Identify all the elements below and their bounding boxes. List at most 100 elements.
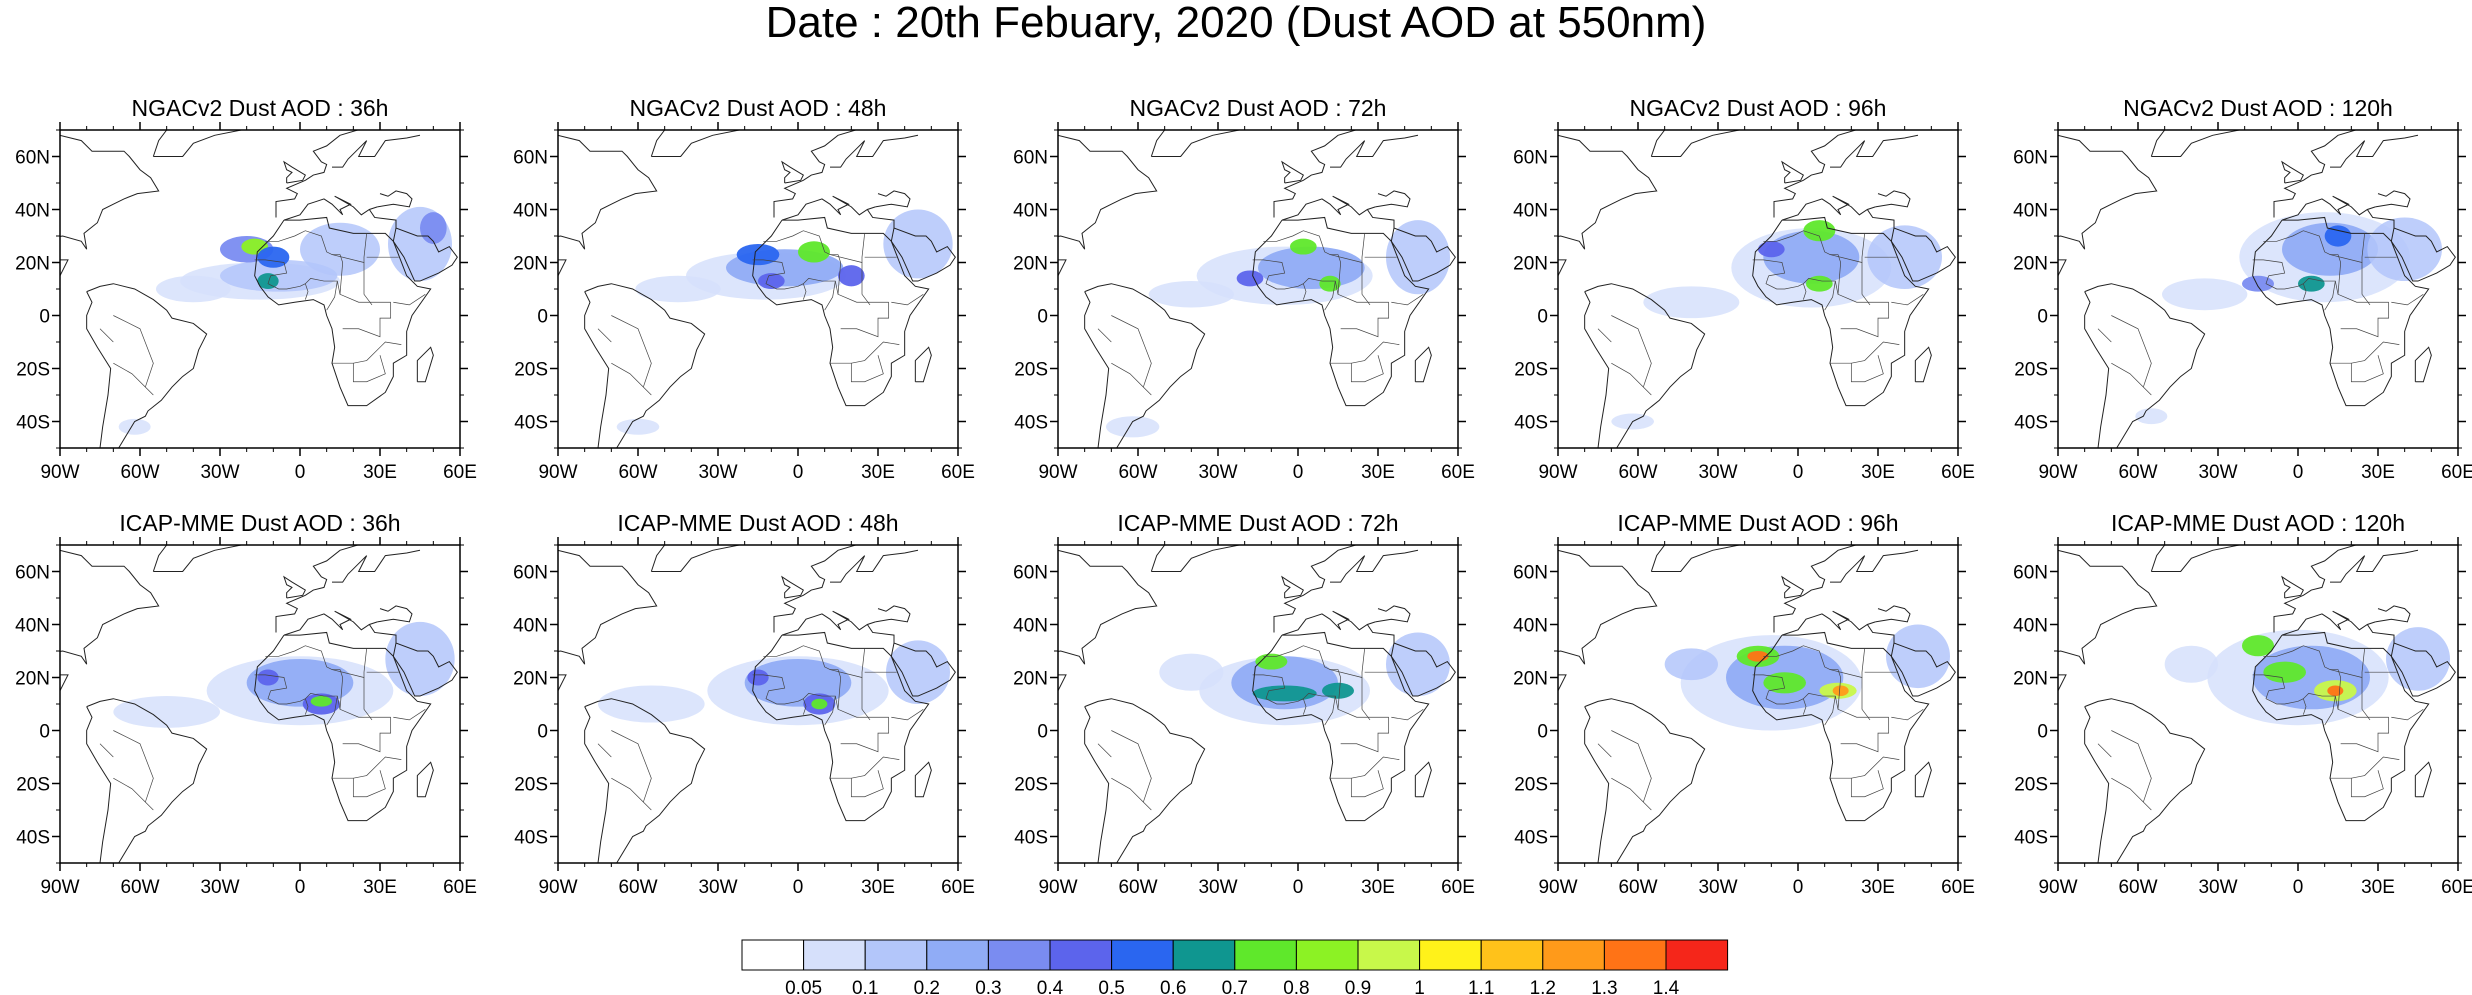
aod-field <box>1058 545 1458 863</box>
coastline <box>254 216 432 407</box>
dust-plume <box>1806 275 1833 292</box>
country-border <box>332 254 344 295</box>
country-border <box>830 669 842 710</box>
dust-plume <box>598 685 705 723</box>
lat-tick-label: 0 <box>1037 307 1048 328</box>
dust-plume <box>257 246 290 268</box>
panel-title: ICAP-MME Dust AOD : 72h <box>1117 510 1398 536</box>
country-border <box>1597 328 1612 343</box>
country-border <box>2361 262 2371 306</box>
lon-tick-label: 30E <box>861 462 895 483</box>
lon-tick-label: 90W <box>2038 462 2077 483</box>
dust-plume <box>2242 275 2274 292</box>
lon-tick-label: 0 <box>1793 877 1804 898</box>
lat-tick-label: 40S <box>514 828 548 849</box>
country-border <box>1330 341 1400 364</box>
colorbar-label: 1.3 <box>1591 978 1617 995</box>
dust-plume <box>1643 286 1740 319</box>
lat-tick-label: 40N <box>1013 201 1048 222</box>
country-border <box>2111 777 2152 811</box>
lat-tick-label: 0 <box>39 722 50 743</box>
panel-title: ICAP-MME Dust AOD : 120h <box>2111 510 2405 536</box>
country-border <box>2340 717 2390 753</box>
country-border <box>1763 230 1866 263</box>
coastline <box>2414 346 2432 383</box>
coastline <box>2390 642 2456 697</box>
country-border <box>2330 254 2342 295</box>
map-panel: ICAP-MME Dust AOD : 72h 90W 60W 30W 0 30E 60E 6… <box>1013 510 1475 898</box>
lat-tick-label: 20S <box>2014 775 2048 796</box>
country-border <box>393 709 426 721</box>
coastline <box>1375 190 1411 208</box>
country-border <box>2097 743 2112 758</box>
lat-tick-label: 40N <box>15 201 50 222</box>
country-border <box>611 730 652 803</box>
lon-tick-label: 90W <box>1038 877 1077 898</box>
country-border <box>1861 677 1871 721</box>
country-border <box>1830 756 1900 779</box>
dust-plume <box>1148 281 1235 308</box>
aod-field <box>1058 130 1458 448</box>
coastline <box>1366 209 1395 229</box>
panel-title: NGACv2 Dust AOD : 36h <box>132 95 389 121</box>
country-border <box>342 717 392 753</box>
coastline <box>332 549 421 583</box>
coastline <box>1773 545 1878 633</box>
country-border <box>2350 770 2384 798</box>
lon-tick-label: 60E <box>1941 462 1975 483</box>
country-border <box>840 302 890 338</box>
country-border <box>1752 674 1786 692</box>
lat-tick-label: 60N <box>513 563 548 584</box>
coastline <box>752 216 930 407</box>
lat-tick-label: 20S <box>16 360 50 381</box>
dust-plume <box>118 418 151 435</box>
lat-tick-label: 20S <box>16 775 50 796</box>
coastline <box>1752 631 1930 822</box>
country-border <box>1361 677 1371 721</box>
coastline <box>2281 160 2304 184</box>
dust-plume <box>1386 220 1450 295</box>
colorbar-swatch <box>1234 939 1297 971</box>
coastline <box>1830 134 1919 168</box>
lon-tick-label: 60E <box>443 462 477 483</box>
dust-plume <box>883 209 953 279</box>
lat-tick-label: 60N <box>2013 563 2048 584</box>
coastline <box>152 130 242 157</box>
dust-plume <box>1319 275 1341 292</box>
country-border <box>1752 259 1786 277</box>
coastline <box>781 195 876 221</box>
coastline <box>650 130 740 157</box>
lon-tick-label: 60E <box>2441 877 2472 898</box>
lat-tick-label: 20N <box>1513 254 1548 275</box>
lat-tick-label: 60N <box>15 148 50 169</box>
lat-tick-label: 40S <box>16 413 50 434</box>
coastline <box>2150 545 2240 572</box>
country-border <box>840 717 890 753</box>
lon-tick-label: 30W <box>698 877 737 898</box>
lon-tick-label: 60E <box>941 462 975 483</box>
country-border <box>1111 730 1152 803</box>
coastline <box>1084 283 1206 448</box>
country-border <box>830 756 900 779</box>
country-border <box>2111 315 2152 388</box>
coastline <box>392 227 458 282</box>
coastline <box>1281 610 1376 636</box>
lat-tick-label: 60N <box>1513 563 1548 584</box>
coastline <box>392 642 458 697</box>
map-panel: ICAP-MME Dust AOD : 48h 90W 60W 30W 0 30E 60E 6… <box>513 510 975 898</box>
country-border <box>332 669 344 710</box>
colorbar-label: 0.6 <box>1160 978 1186 995</box>
dust-plume <box>219 259 338 292</box>
country-border <box>752 674 786 692</box>
coastline <box>2252 216 2430 407</box>
coastline <box>283 160 306 184</box>
dust-plume <box>1255 653 1288 670</box>
country-border <box>2263 645 2366 678</box>
country-border <box>1611 362 1652 396</box>
dust-plume <box>2298 275 2325 292</box>
coastline <box>1366 624 1395 644</box>
country-border <box>1765 275 1889 303</box>
dust-plume <box>1386 632 1450 697</box>
country-border <box>1263 645 1366 678</box>
country-border <box>2252 259 2286 277</box>
